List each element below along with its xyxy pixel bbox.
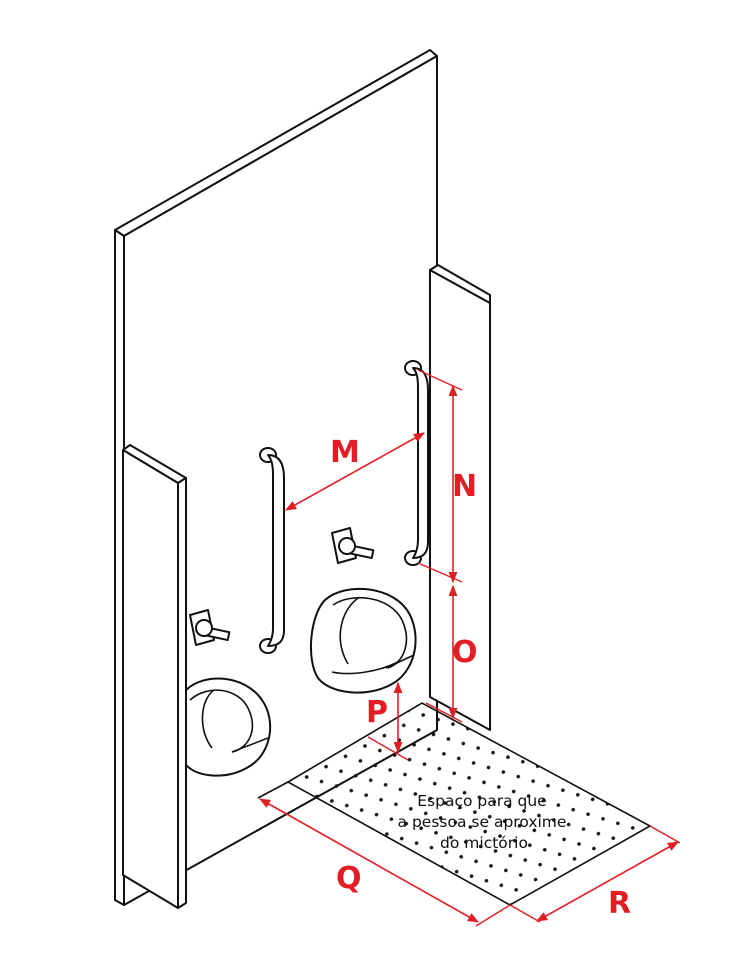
label-o: O [452, 635, 478, 670]
caption-line-3: do mictório [440, 834, 528, 852]
right-partition [429, 264, 491, 731]
label-p: P [366, 695, 388, 730]
caption-line-1: Espaço para que [417, 792, 546, 810]
dimension-q: Q [259, 798, 511, 927]
dimension-o: O [425, 584, 478, 723]
left-partition [122, 444, 187, 909]
approach-area-caption: Espaço para que a pessoa se aproxime do … [398, 792, 567, 852]
dimension-m: M [285, 432, 425, 511]
label-q: Q [336, 861, 362, 896]
floor-edge-line [257, 781, 289, 799]
center-flush-valve [331, 527, 375, 564]
dimension-r: R [509, 825, 681, 923]
caption-line-2: a pessoa se aproxime [398, 813, 567, 831]
label-m: M [330, 435, 360, 470]
dimension-n: N [417, 369, 477, 584]
left-flush-valve [189, 609, 231, 646]
left-grab-bar [259, 447, 285, 654]
label-n: N [452, 469, 477, 504]
label-r: R [608, 886, 631, 921]
left-urinal [185, 677, 272, 777]
center-urinal [309, 587, 417, 694]
dimension-p: P [366, 681, 409, 761]
